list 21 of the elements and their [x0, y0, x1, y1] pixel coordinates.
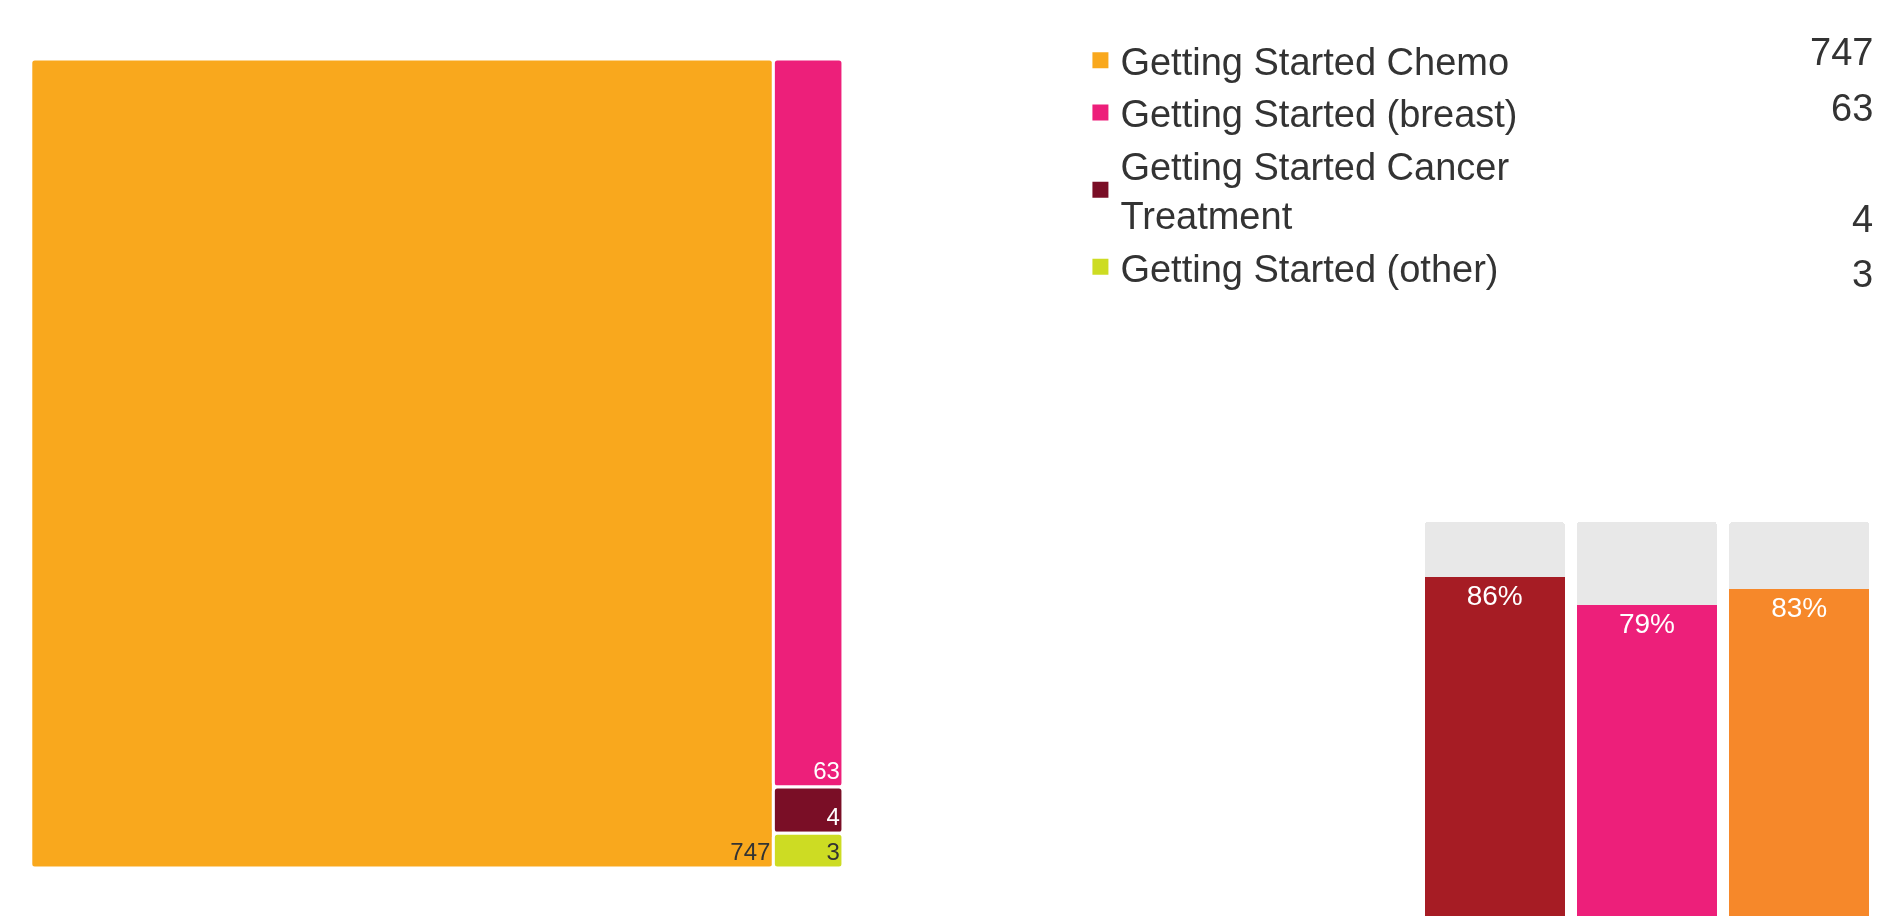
bar — [1729, 588, 1870, 916]
category-label: Getting Started (breast) — [1120, 93, 1518, 136]
data-label: 79% — [1618, 607, 1675, 639]
data-label: 747 — [1810, 31, 1874, 73]
text: 3 — [826, 838, 840, 865]
bar — [1729, 521, 1870, 589]
data-label: 63 — [1831, 87, 1874, 129]
data-label: 83% — [1771, 591, 1828, 623]
bar — [1576, 521, 1717, 605]
data-label: 3 — [1852, 253, 1874, 295]
bar — [1576, 604, 1717, 916]
text: 63 — [813, 757, 840, 785]
bar — [1424, 576, 1565, 916]
category-label: Getting Started Chemo — [1120, 40, 1510, 83]
bar — [1424, 521, 1565, 577]
data-label: 4 — [1852, 198, 1874, 240]
category-label: Getting Started (other) — [1120, 247, 1499, 290]
text: 747 — [730, 838, 771, 865]
data-label: 86% — [1466, 579, 1523, 611]
category-label: Getting Started Cancer Treatment — [1120, 145, 1510, 238]
text: 4 — [826, 803, 840, 831]
